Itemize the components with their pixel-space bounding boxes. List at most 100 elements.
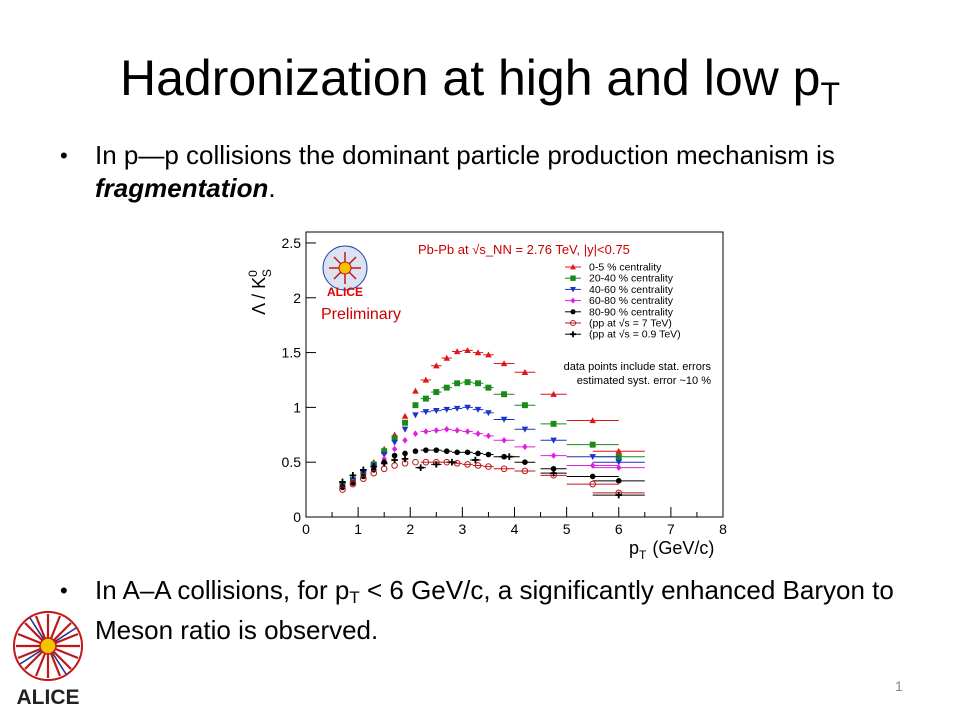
x-axis-label: pT (GeV/c) bbox=[629, 538, 714, 562]
legend-marker bbox=[570, 331, 576, 338]
data-point bbox=[360, 473, 367, 480]
data-point bbox=[443, 406, 451, 413]
data-point bbox=[500, 465, 508, 473]
data-point bbox=[381, 455, 387, 463]
data-point bbox=[550, 390, 557, 397]
data-point bbox=[550, 452, 557, 459]
x-tick-label: 2 bbox=[406, 521, 414, 537]
data-point bbox=[590, 462, 596, 469]
bullet-pp-fragmentation: • In p—p collisions the dominant particl… bbox=[60, 140, 835, 203]
legend-label: 20-40 % centrality bbox=[589, 273, 674, 285]
data-point bbox=[443, 354, 451, 361]
data-point bbox=[474, 406, 482, 413]
data-point bbox=[433, 427, 439, 434]
series-2 bbox=[339, 404, 645, 490]
data-point bbox=[485, 451, 492, 458]
data-point bbox=[485, 410, 492, 417]
data-point bbox=[501, 436, 507, 444]
alice-logo: ALICE bbox=[8, 606, 88, 714]
data-point bbox=[501, 391, 508, 398]
data-point bbox=[417, 464, 424, 471]
alice-plot-logo: ALICE bbox=[322, 245, 368, 299]
data-point bbox=[402, 419, 409, 426]
data-point bbox=[402, 450, 408, 457]
data-point bbox=[615, 491, 623, 499]
legend-marker bbox=[570, 275, 576, 281]
legend-marker bbox=[570, 297, 576, 304]
data-point bbox=[474, 462, 482, 469]
data-point bbox=[339, 484, 346, 491]
data-point bbox=[454, 427, 460, 434]
data-point bbox=[521, 402, 528, 409]
svg-text:ALICE: ALICE bbox=[17, 686, 80, 709]
data-point bbox=[422, 376, 430, 383]
data-point bbox=[615, 478, 622, 484]
x-tick-label: 3 bbox=[458, 521, 466, 537]
svg-text:Λ / K0S: Λ / K0S bbox=[246, 269, 274, 315]
data-point bbox=[485, 351, 492, 358]
data-point bbox=[474, 349, 482, 356]
data-point bbox=[454, 449, 460, 456]
fragmentation-emphasis: fragmentation bbox=[95, 173, 269, 203]
y-axis-label: Λ / K0S bbox=[246, 269, 274, 315]
data-point bbox=[423, 428, 429, 435]
data-point bbox=[380, 451, 388, 458]
preliminary-label: Preliminary bbox=[321, 306, 401, 323]
series-5 bbox=[339, 458, 645, 497]
data-point bbox=[550, 437, 557, 444]
data-point bbox=[422, 395, 429, 402]
data-point bbox=[370, 469, 378, 477]
data-point bbox=[422, 458, 430, 466]
data-point bbox=[485, 463, 492, 470]
data-point bbox=[412, 402, 419, 409]
data-point bbox=[616, 464, 622, 471]
data-point bbox=[522, 443, 528, 451]
x-tick-label: 5 bbox=[563, 521, 571, 537]
legend-label: 0-5 % centrality bbox=[589, 262, 662, 274]
data-point bbox=[589, 473, 596, 480]
stat-errors-note: data points include stat. errors bbox=[564, 361, 712, 373]
data-point bbox=[339, 486, 346, 493]
data-point bbox=[433, 389, 440, 396]
x-tick-label: 6 bbox=[615, 521, 623, 537]
data-point bbox=[391, 452, 398, 459]
data-point bbox=[391, 435, 398, 442]
data-point bbox=[349, 472, 357, 479]
data-point bbox=[464, 404, 471, 411]
legend-label: 60-80 % centrality bbox=[589, 295, 674, 307]
data-point bbox=[485, 384, 492, 391]
x-tick-label: 4 bbox=[511, 521, 519, 537]
data-point bbox=[500, 360, 508, 367]
data-point bbox=[475, 430, 481, 437]
lambda-k0s-ratio-chart: 0 1 2 3 4 5 6 7 8 0 0.5 1 1.5 2 2.5 Λ / K0S pT (GeV/c) … bbox=[245, 222, 735, 564]
legend-marker bbox=[570, 264, 576, 270]
x-tick-label: 0 bbox=[302, 521, 310, 537]
legend-marker bbox=[570, 287, 576, 293]
data-point bbox=[615, 459, 623, 466]
data-point bbox=[589, 441, 596, 448]
data-point bbox=[589, 454, 596, 461]
y-tick-label: 1 bbox=[293, 399, 301, 415]
y-tick-label: 2 bbox=[293, 290, 301, 306]
data-point bbox=[453, 459, 461, 467]
data-point bbox=[454, 380, 461, 387]
bullet-aa-enhancement: • In A–A collisions, for pT < 6 GeV/c, a… bbox=[60, 575, 894, 645]
data-point bbox=[464, 461, 471, 468]
data-point bbox=[349, 480, 357, 488]
data-point bbox=[391, 462, 398, 469]
data-point bbox=[453, 348, 461, 355]
bullet-dot: • bbox=[60, 143, 68, 168]
data-point bbox=[412, 448, 419, 455]
y-tick-label: 0.5 bbox=[282, 454, 302, 470]
x-tick-label: 8 bbox=[719, 521, 727, 537]
legend-marker bbox=[570, 309, 576, 315]
data-point bbox=[401, 426, 409, 433]
data-point bbox=[443, 448, 450, 455]
data-point bbox=[402, 436, 408, 444]
slide-title: Hadronization at high and low pT bbox=[119, 50, 840, 112]
data-point bbox=[380, 465, 388, 473]
collision-annotation: Pb-Pb at √s_NN = 2.76 TeV, |y|<0.75 bbox=[418, 242, 630, 257]
series-6 bbox=[339, 453, 645, 499]
data-point bbox=[522, 459, 528, 465]
legend-label: 40-60 % centrality bbox=[589, 284, 674, 296]
